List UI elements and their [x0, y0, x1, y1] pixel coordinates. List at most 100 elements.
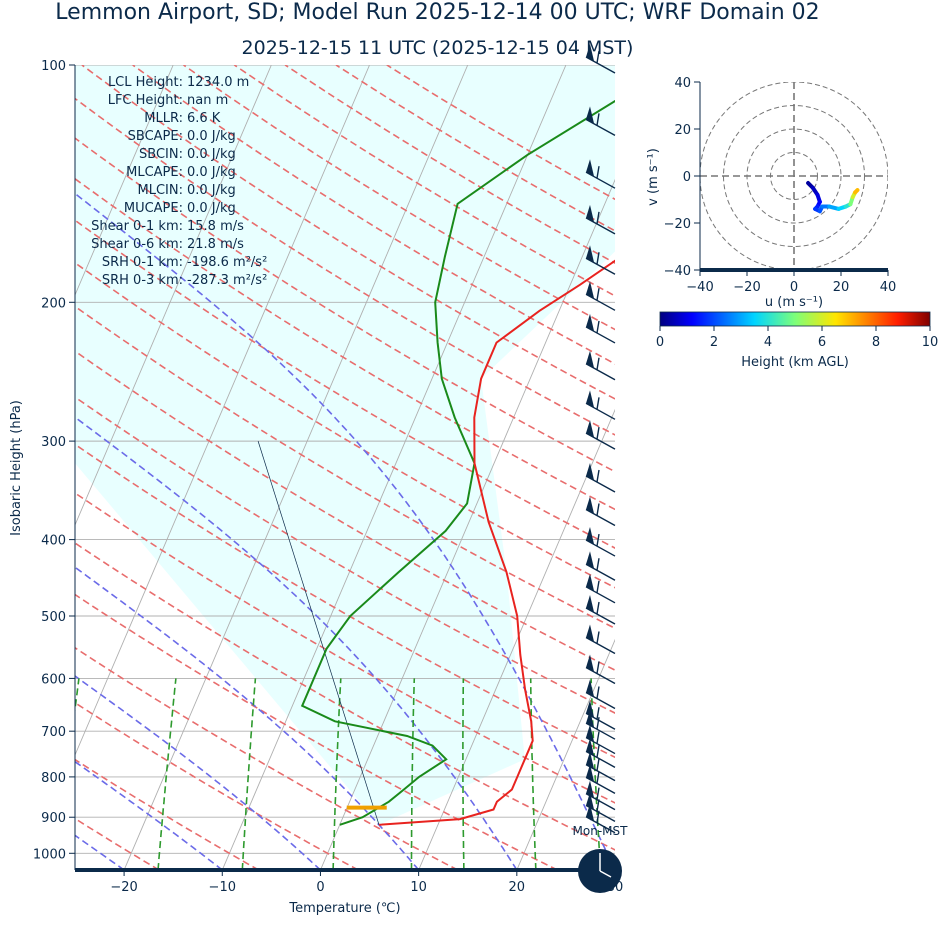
y-tick-label: 200 [41, 296, 66, 311]
cape-shading [75, 65, 615, 825]
wind-barb [585, 496, 616, 527]
hodograph-x-tick-label: −40 [686, 280, 713, 295]
parameter-name: SRH 0-1 km: [102, 255, 183, 270]
wind-barb [585, 738, 616, 768]
colorbar-tick-label: 2 [710, 335, 718, 350]
wind-barb [585, 764, 616, 794]
y-tick-label: 800 [41, 771, 66, 786]
parameter-value: 0.0 J/kg [187, 183, 236, 198]
parameter-name: SBCAPE: [128, 129, 183, 144]
wind-barb [585, 654, 616, 685]
parameter-name: Shear 0-6 km: [91, 237, 183, 252]
dry-adiabat [75, 97, 615, 436]
dry-adiabat [75, 492, 615, 804]
hodograph-x-tick-label: 20 [833, 280, 850, 295]
y-tick-label: 100 [41, 59, 66, 74]
mixing-ratio-line [529, 678, 537, 870]
parcel-path [257, 440, 380, 825]
isotherm-line [614, 868, 615, 870]
wind-barb [585, 204, 616, 235]
wind-barb [585, 390, 616, 420]
parameter-value: -198.6 m²/s² [187, 255, 267, 270]
skewt-plot-area [75, 65, 938, 870]
wind-barb [585, 710, 616, 740]
colorbar-tick-label: 0 [656, 335, 664, 350]
x-tick-label: 0 [316, 880, 324, 895]
x-tick-label: 20 [509, 880, 526, 895]
dry-adiabat [75, 261, 615, 589]
parameter-value: 0.0 J/kg [187, 165, 236, 180]
wind-barb [585, 245, 616, 275]
skewt-y-axis-label: Isobaric Height (hPa) [9, 400, 24, 536]
isotherm-line [75, 65, 370, 757]
parameter-name: SRH 0-3 km: [102, 273, 183, 288]
parameter-value: 0.0 J/kg [187, 129, 236, 144]
hodograph-x-tick-label: −20 [733, 280, 760, 295]
y-tick-label: 400 [41, 534, 66, 549]
moist-adiabat [75, 760, 223, 870]
colorbar-label: Height (km AGL) [741, 355, 849, 370]
wind-barb [585, 724, 616, 755]
parameter-value: 21.8 m/s [187, 237, 244, 252]
wind-barb [585, 106, 616, 137]
isotherm-line [713, 65, 938, 870]
y-tick-label: 600 [41, 672, 66, 687]
parameter-value: nan m [187, 93, 228, 108]
wind-barb [585, 679, 616, 710]
parameter-value: -287.3 m²/s² [187, 273, 267, 288]
temperature-profile [378, 259, 615, 826]
dry-adiabat [75, 542, 615, 851]
mixing-ratio-line [157, 678, 177, 870]
colorbar-tick-label: 8 [872, 335, 880, 350]
parameter-name: LCL Height: [108, 75, 183, 90]
wind-barb [585, 420, 616, 450]
parameter-name: LFC Height: [108, 93, 183, 108]
wind-barb [585, 751, 616, 782]
dry-adiabat [75, 305, 615, 630]
hodograph-y-tick-label: 20 [674, 123, 691, 138]
isotherm-line [320, 178, 615, 870]
wind-barb [585, 159, 616, 189]
colorbar-tick-label: 10 [922, 335, 938, 350]
isotherm-line [75, 65, 272, 527]
isotherm-line [516, 638, 615, 870]
figure-title: Lemmon Airport, SD; Model Run 2025-12-14… [55, 0, 820, 25]
wind-barb [585, 803, 616, 834]
hodograph-x-tick-label: 40 [880, 280, 897, 295]
wind-barb [585, 573, 616, 604]
hodograph-y-axis-label: v (m s⁻¹) [646, 148, 661, 206]
hodograph-y-tick-label: −20 [664, 217, 691, 232]
wind-barb [585, 313, 616, 344]
mixing-ratio-line [462, 678, 465, 870]
mixing-ratio-line [410, 678, 416, 870]
parameter-name: MLCAPE: [126, 165, 183, 180]
parameter-value: 15.8 m/s [187, 219, 244, 234]
parameter-value: 6.6 K [187, 111, 221, 126]
hodograph-plot-area [700, 82, 888, 270]
parameter-name: MLCIN: [138, 183, 183, 198]
sounding-parameters: LCL Height: 1234.0 m LFC Height: nan m MLLR:… [91, 75, 267, 288]
isotherm-line [75, 65, 174, 297]
colorbar-ticks: 0 2 4 6 8 10 [656, 326, 938, 350]
y-tick-label: 700 [41, 725, 66, 740]
dry-adiabat [75, 443, 615, 759]
dry-adiabat [75, 350, 615, 672]
wind-barbs [585, 44, 616, 834]
hodograph-x-axis-label: u (m s⁻¹) [765, 295, 823, 310]
parameter-name: MUCAPE: [124, 201, 183, 216]
dry-adiabat [75, 593, 558, 870]
wind-barb [585, 462, 616, 493]
x-tick-label: 10 [410, 880, 427, 895]
x-tick-label: −10 [209, 880, 236, 895]
hodograph-y-tick-label: 0 [683, 170, 691, 185]
hodograph-segment [853, 188, 860, 195]
dry-adiabat [75, 177, 615, 511]
parameter-name: Shear 0-1 km: [91, 219, 183, 234]
wind-barb [585, 594, 616, 625]
mixing-ratio-line [590, 678, 602, 870]
hodograph-y-tick-label: −40 [664, 264, 691, 279]
parameter-value: 1234.0 m [187, 75, 249, 90]
colorbar-tick-label: 6 [818, 335, 826, 350]
figure-subtitle: 2025-12-15 11 UTC (2025-12-15 04 MST) [241, 37, 634, 59]
